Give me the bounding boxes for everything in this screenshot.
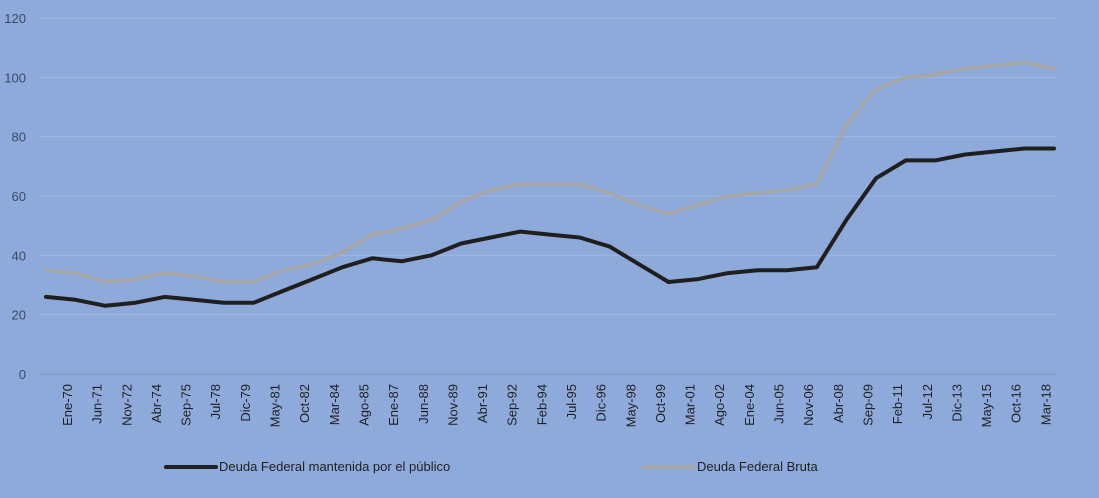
- x-tick-label: Feb-94: [534, 384, 549, 425]
- series-line-deuda-bruta: [44, 60, 1056, 284]
- x-tick-label: Dic-13: [949, 384, 964, 422]
- x-tick-label: Mar-01: [683, 384, 698, 425]
- legend-label-0: Deuda Federal mantenida por el público: [219, 459, 450, 474]
- x-tick-label: Ago-85: [356, 384, 371, 426]
- x-tick-label: Jun-05: [772, 384, 787, 424]
- x-tick-label: Ene-70: [60, 384, 75, 426]
- x-tick-label: Nov-72: [119, 384, 134, 426]
- y-tick-label-80: 80: [12, 130, 26, 145]
- x-tick-label: May-81: [268, 384, 283, 427]
- x-tick-label: Jul-12: [920, 384, 935, 419]
- x-tick-label: Jul-95: [564, 384, 579, 419]
- x-tick-label: Jun-71: [90, 384, 105, 424]
- legend: Deuda Federal mantenida por el público De…: [164, 459, 818, 474]
- x-tick-label: Mar-84: [327, 384, 342, 425]
- y-tick-label-120: 120: [4, 11, 26, 26]
- grid-lines: [40, 17, 1056, 316]
- legend-label-1: Deuda Federal Bruta: [697, 459, 818, 474]
- series-lines: [44, 60, 1056, 308]
- y-tick-label-100: 100: [4, 70, 26, 85]
- y-tick-label-40: 40: [12, 248, 26, 263]
- series-line-deuda-publico: [44, 146, 1056, 308]
- y-axis-ticks: 0 20 40 60 80 100 120: [4, 11, 26, 382]
- x-tick-label: Dic-96: [594, 384, 609, 422]
- x-tick-label: Sep-09: [860, 384, 875, 426]
- x-tick-label: Sep-92: [505, 384, 520, 426]
- x-tick-label: Feb-11: [890, 384, 905, 424]
- x-tick-label: May-15: [979, 384, 994, 427]
- x-tick-label: Nov-06: [801, 384, 816, 426]
- x-tick-label: Oct-99: [653, 384, 668, 423]
- x-tick-label: Jun-88: [416, 384, 431, 424]
- x-tick-label: Abr-08: [831, 384, 846, 423]
- x-tick-label: Jul-78: [208, 384, 223, 419]
- x-tick-label: Nov-89: [445, 384, 460, 426]
- y-tick-label-60: 60: [12, 189, 26, 204]
- x-tick-label: Dic-79: [238, 384, 253, 422]
- x-tick-label: Mar-18: [1038, 384, 1053, 425]
- x-tick-label: Abr-91: [475, 384, 490, 423]
- x-tick-label: May-98: [623, 384, 638, 427]
- x-tick-label: Ene-87: [386, 384, 401, 426]
- x-tick-label: Sep-75: [179, 384, 194, 426]
- x-tick-label: Ene-04: [742, 384, 757, 426]
- x-tick-label: Oct-16: [1009, 384, 1024, 423]
- y-tick-label-20: 20: [12, 308, 26, 323]
- x-tick-label: Abr-74: [149, 384, 164, 423]
- x-tick-label: Oct-82: [297, 384, 312, 423]
- y-tick-label-0: 0: [19, 367, 26, 382]
- x-axis-ticks: Ene-70 Jun-71 Nov-72 Abr-74 Sep-75 Jul-78 Dic-…: [60, 384, 1053, 427]
- x-tick-label: Ago-02: [712, 384, 727, 426]
